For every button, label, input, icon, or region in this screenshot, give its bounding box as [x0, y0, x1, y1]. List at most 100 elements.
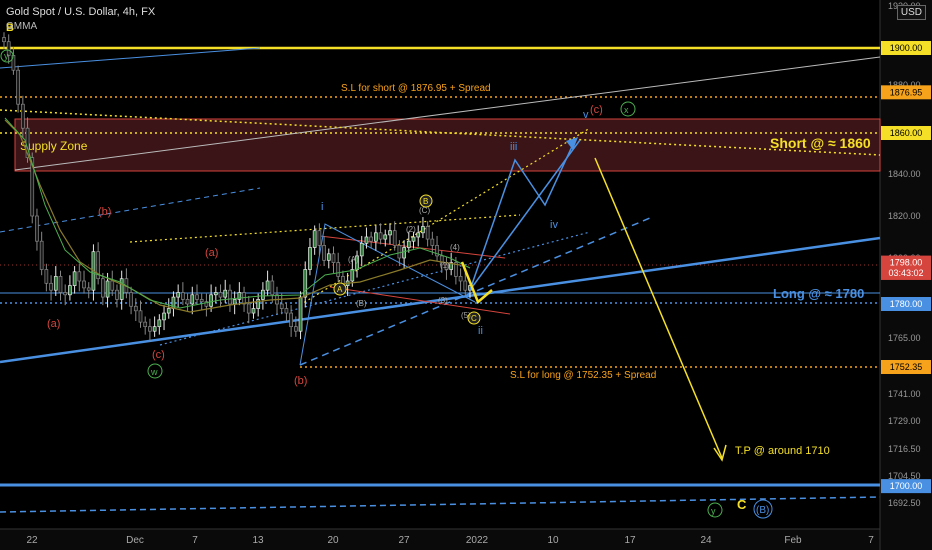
- yellow-dotted-upper: [129, 214, 521, 243]
- y-tick-label: 1729.00: [888, 416, 921, 426]
- candle-body: [312, 230, 317, 248]
- candle-body: [77, 271, 82, 282]
- red-channel-top: [319, 235, 506, 259]
- price-badge: [881, 126, 931, 140]
- supply-zone: [14, 118, 881, 172]
- candle-body: [209, 294, 213, 307]
- x-tick-label: 7: [868, 535, 874, 546]
- currency-selector[interactable]: USD: [896, 5, 926, 20]
- yellow-v-arrow: [460, 261, 493, 305]
- candle-body: [82, 280, 86, 289]
- candle-body: [374, 232, 378, 242]
- candle-body: [336, 262, 341, 277]
- wave-label: (1): [440, 261, 450, 270]
- candle-body: [369, 236, 374, 242]
- candle-body: [402, 247, 406, 259]
- price-badge-label: 03:43:02: [888, 268, 923, 278]
- wave-label: (B): [356, 299, 367, 308]
- price-badge-label: 1876.95: [890, 87, 923, 97]
- candle-body: [251, 308, 256, 314]
- candle-body: [223, 289, 228, 298]
- candle-body: [421, 226, 425, 234]
- candle-body: [138, 310, 143, 323]
- wave-label: C: [471, 314, 477, 323]
- price-badge: [881, 265, 931, 280]
- candle-body: [44, 269, 49, 284]
- yellow-wedge-line: [299, 127, 591, 306]
- wave-label: y: [4, 51, 9, 61]
- gray-upper-trend: [14, 56, 881, 171]
- candle-body: [279, 303, 284, 309]
- y-tick-label: 1840.00: [888, 169, 921, 179]
- y-tick-label: 1692.50: [888, 498, 921, 508]
- time-axis[interactable]: [0, 529, 880, 550]
- wave-label: C: [737, 497, 747, 512]
- candle-body: [213, 292, 218, 296]
- wave-label: (3): [438, 296, 448, 305]
- y-tick-label: 1741.00: [888, 389, 921, 399]
- wave-label: v: [583, 109, 589, 121]
- bullish-projection-2: [469, 139, 581, 291]
- x-tick-label: Feb: [784, 535, 802, 546]
- bullish-projection: [469, 139, 576, 291]
- candle-body: [322, 245, 326, 261]
- candle-body: [68, 285, 72, 296]
- candle-body: [53, 276, 58, 291]
- price-badge-label: 1700.00: [890, 481, 923, 491]
- wave-label: (a): [205, 247, 218, 259]
- bullish-arrow-head: [566, 137, 578, 150]
- candle-body: [331, 253, 336, 263]
- candle-body: [458, 276, 463, 282]
- wave-i-ii-path: [299, 223, 476, 366]
- candle-body: [303, 269, 308, 298]
- candle-body: [284, 308, 289, 314]
- candle-body: [105, 280, 110, 298]
- wave-label: (a): [47, 318, 60, 330]
- candle-body: [449, 262, 454, 270]
- candle-body: [16, 69, 20, 105]
- candle-body: [100, 278, 105, 298]
- red-channel-bottom: [329, 286, 511, 315]
- candle-body: [49, 282, 53, 291]
- x-tick-label: Dec: [126, 535, 144, 546]
- wave-label: A: [337, 285, 343, 294]
- price-badge-label: 1780.00: [890, 299, 923, 309]
- candle-body: [162, 312, 166, 321]
- bearish-arrow-head: [713, 444, 727, 462]
- long-label: Long @ ≈ 1780: [773, 286, 864, 301]
- main-uptrend-line: [0, 236, 881, 364]
- candle-body: [326, 253, 331, 261]
- price-badge: [881, 85, 931, 100]
- wave-label: (b): [294, 375, 307, 387]
- candle-body: [364, 236, 369, 244]
- upper-blue-channel: [0, 47, 261, 69]
- candle-body: [289, 312, 293, 328]
- wave-label: (4): [450, 243, 460, 252]
- candle-body: [86, 287, 91, 291]
- wave-label: iv: [550, 219, 558, 231]
- wave-label: w: [150, 367, 158, 377]
- wave-label: B: [6, 22, 14, 34]
- candle-body: [152, 326, 157, 332]
- wave-labels: B y (b) (a) (a) (c) w (b) i ii iii iv v …: [0, 22, 773, 519]
- candle-body: [378, 232, 383, 240]
- candle-body: [406, 240, 411, 248]
- candle-body: [39, 240, 44, 270]
- candle-body: [166, 308, 171, 314]
- candle-body: [425, 226, 430, 240]
- candle-body: [185, 299, 190, 305]
- candle-body: [388, 230, 392, 236]
- wave-label: (c): [152, 349, 165, 361]
- candle-body: [270, 280, 275, 296]
- candle-body: [308, 247, 312, 270]
- candle-body: [115, 289, 119, 300]
- candle-body: [317, 230, 322, 246]
- candle-body: [218, 292, 223, 298]
- wave-label: (C): [419, 206, 430, 215]
- wave-label: ii: [478, 325, 483, 337]
- price-badge: [881, 41, 931, 55]
- x-axis-ticks: 22 Dec 7 13 20 27 2022 10 17 24 Feb 7: [26, 535, 874, 546]
- candle-body: [181, 292, 185, 300]
- x-tick-label: 2022: [466, 535, 489, 546]
